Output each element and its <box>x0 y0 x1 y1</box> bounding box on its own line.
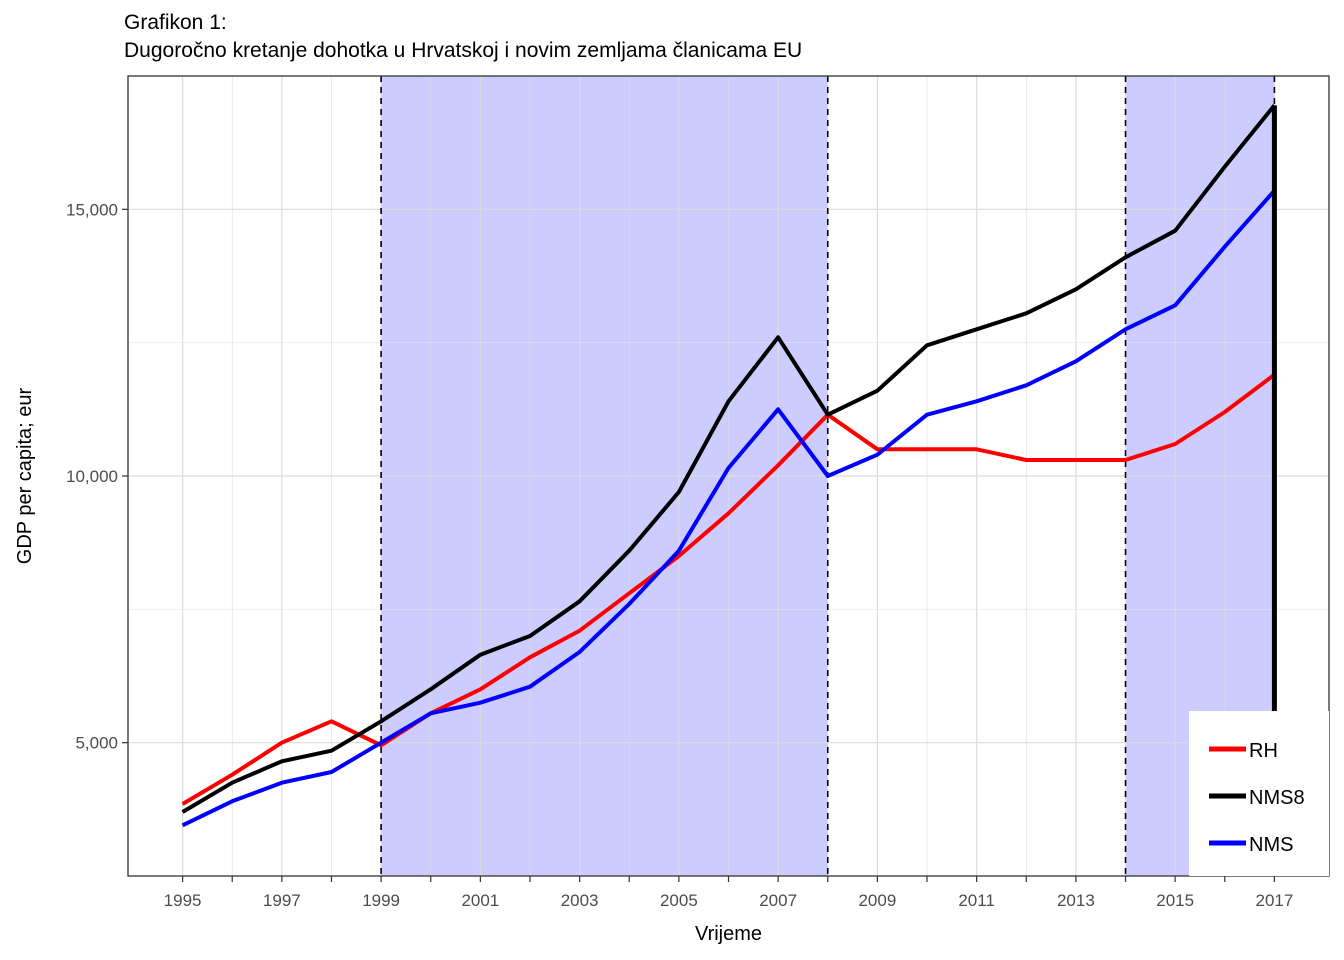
y-tick-label: 5,000 <box>75 734 118 753</box>
legend: RH NMS8 NMS <box>1189 711 1329 876</box>
x-tick-label: 2013 <box>1057 891 1095 910</box>
legend-label-rh: RH <box>1249 740 1278 762</box>
series-line-nms8 <box>181 104 1276 814</box>
x-axis-title: Vrijeme <box>695 923 762 945</box>
x-tick-label: 1995 <box>164 891 202 910</box>
legend-label-nms: NMS <box>1249 834 1293 856</box>
chart-title: Grafikon 1: <box>124 11 227 34</box>
x-tick-label: 2009 <box>858 891 896 910</box>
legend-label-nms8: NMS8 <box>1249 787 1305 809</box>
x-tick-label: 2007 <box>759 891 797 910</box>
chart-subtitle: Dugoročno kretanje dohotka u Hrvatskoj i… <box>124 39 803 62</box>
x-tick-label: 2015 <box>1156 891 1194 910</box>
y-tick-label: 15,000 <box>66 200 118 219</box>
x-tick-label: 2005 <box>660 891 698 910</box>
y-axis-title: GDP per capita; eur <box>14 387 36 564</box>
y-tick-label: 10,000 <box>66 467 118 486</box>
series-line-nms <box>181 189 1276 828</box>
axes: 1995 1997 1999 2001 2003 2005 2007 2009 2011 2013… <box>66 200 1293 910</box>
x-tick-label: 2001 <box>461 891 499 910</box>
x-tick-label: 1997 <box>263 891 301 910</box>
x-tick-label: 1999 <box>362 891 400 910</box>
x-tick-label: 2003 <box>561 891 599 910</box>
series-line-rh <box>181 373 1276 806</box>
x-tick-label: 2011 <box>958 891 995 910</box>
x-tick-label: 2017 <box>1255 891 1293 910</box>
